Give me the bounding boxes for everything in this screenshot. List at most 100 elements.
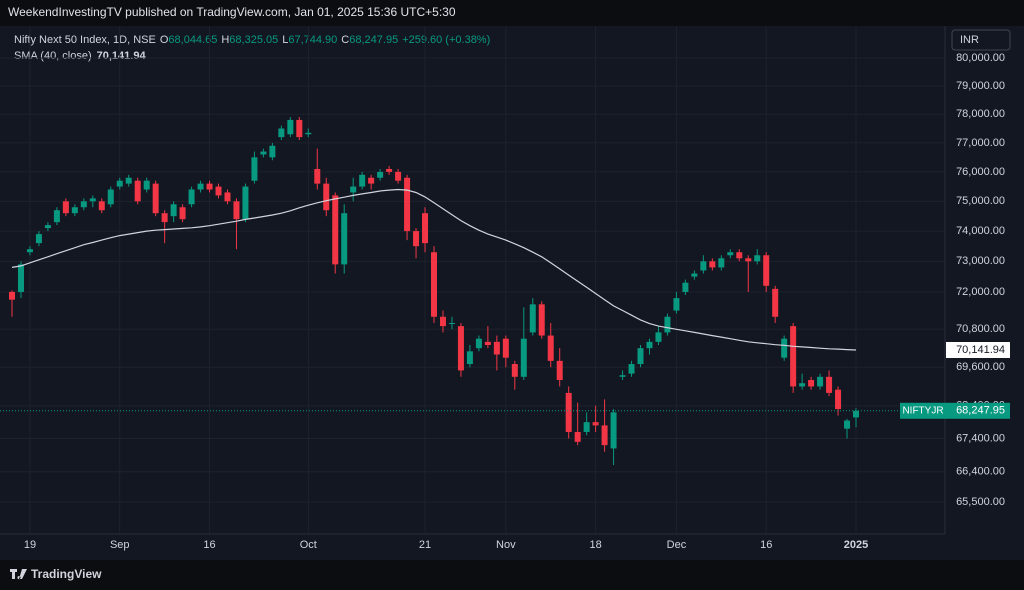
y-tick-label: 80,000.00 — [956, 52, 1005, 64]
legend-line: Nifty Next 50 Index, 1D, NSE O68,044.65 H6… — [14, 34, 490, 46]
candle-body — [224, 192, 231, 202]
symbol-tag-box — [900, 402, 946, 419]
x-tick-label: 16 — [760, 539, 772, 551]
candle-body — [161, 213, 168, 223]
candle-body — [817, 376, 824, 387]
candle-body — [44, 225, 51, 229]
y-tick-label: 65,500.00 — [956, 496, 1005, 508]
legend-c-key: C — [341, 34, 349, 46]
candle-body — [781, 338, 788, 358]
sma-price-label: 70,141.94 — [956, 344, 1005, 356]
legend-h-key: H — [221, 34, 229, 46]
y-tick-label: 74,000.00 — [956, 225, 1005, 237]
x-tick-label: 19 — [24, 539, 36, 551]
candle-body — [260, 151, 267, 155]
x-tick-label: 2025 — [844, 539, 868, 551]
candle-body — [143, 180, 150, 190]
candle-body — [826, 376, 833, 393]
candle-body — [790, 326, 797, 387]
candle-body — [242, 186, 249, 220]
brand: TradingView — [31, 567, 102, 581]
candle-body — [583, 422, 590, 432]
sma-price-box — [946, 342, 1010, 359]
y-tick-label: 73,000.00 — [956, 255, 1005, 267]
logo-mark — [10, 569, 27, 580]
candle-body — [377, 171, 384, 178]
candle-body — [251, 157, 258, 181]
candle-body — [502, 338, 509, 358]
x-tick-label: Nov — [496, 539, 516, 551]
candle-body — [215, 186, 222, 196]
candle-body — [520, 338, 527, 377]
candle-body — [125, 177, 132, 184]
x-tick-label: Oct — [300, 539, 317, 551]
candle-body — [529, 304, 536, 333]
candle-body — [62, 201, 69, 214]
header-title: WeekendInvestingTV published on TradingV… — [8, 5, 456, 19]
candle-body — [700, 261, 707, 271]
currency[interactable]: INR — [960, 34, 979, 46]
candle-body — [296, 119, 303, 138]
candle-body — [71, 207, 78, 214]
candle-body — [35, 234, 42, 244]
candle-body — [53, 210, 60, 223]
candle-body — [736, 252, 743, 259]
candle-body — [152, 183, 159, 214]
x-tick-label: Sep — [110, 539, 130, 551]
legend-symbol: Nifty Next 50 Index, 1D, NSE — [14, 34, 156, 46]
legend-change: +259.60 (+0.38%) — [402, 34, 490, 46]
candle-body — [26, 249, 33, 253]
candle-body — [179, 207, 186, 220]
candle-body — [17, 264, 24, 292]
candle-body — [655, 332, 662, 342]
candle-body — [835, 389, 842, 410]
candle-body — [170, 204, 177, 217]
y-tick-label: 72,000.00 — [956, 286, 1005, 298]
candle-body — [646, 341, 653, 349]
x-tick-label: 16 — [203, 539, 215, 551]
candle-body — [538, 304, 545, 336]
candle-body — [448, 323, 455, 325]
x-tick-label: Dec — [667, 539, 687, 551]
candle-body — [565, 392, 572, 432]
candle-body — [359, 174, 366, 187]
y-tick-label: 75,000.00 — [956, 195, 1005, 207]
candle-body — [269, 145, 276, 158]
legend-l: 67,744.90 — [288, 34, 337, 46]
candle-body — [511, 364, 518, 377]
candle-body — [188, 189, 195, 205]
candle-body — [547, 335, 554, 361]
candle-body — [637, 348, 644, 365]
y-tick-label: 79,000.00 — [956, 80, 1005, 92]
candle-body — [287, 119, 294, 135]
candle-body — [457, 326, 464, 371]
y-tick-label: 66,400.00 — [956, 466, 1005, 478]
candle-body — [431, 252, 437, 317]
candle-body — [682, 282, 689, 292]
candle-body — [664, 316, 671, 333]
candle-body — [592, 422, 599, 426]
sma-legend: SMA (40, close) 70,141.94 — [14, 50, 146, 62]
candle-body — [341, 213, 348, 265]
candle-body — [853, 410, 859, 418]
y-tick-label: 70,800.00 — [956, 323, 1005, 335]
y-tick-label: 76,000.00 — [956, 166, 1005, 178]
candle-body — [619, 375, 626, 377]
candle-body — [278, 128, 285, 138]
candle-body — [628, 364, 635, 374]
plot — [0, 26, 945, 534]
last-price-box — [946, 402, 1010, 419]
y-tick-label: 69,600.00 — [956, 361, 1005, 373]
candle-body — [116, 180, 123, 187]
sma-value: 70,141.94 — [97, 50, 147, 62]
candle-body — [754, 255, 761, 262]
candle-body — [9, 291, 15, 300]
candle-body — [314, 168, 321, 184]
candle-body — [745, 258, 752, 262]
sma-name: SMA (40, close) — [14, 50, 92, 62]
sma-line — [11, 188, 857, 351]
currency-box[interactable] — [951, 29, 1011, 51]
candle-body — [475, 338, 482, 349]
candle-body — [601, 425, 608, 446]
